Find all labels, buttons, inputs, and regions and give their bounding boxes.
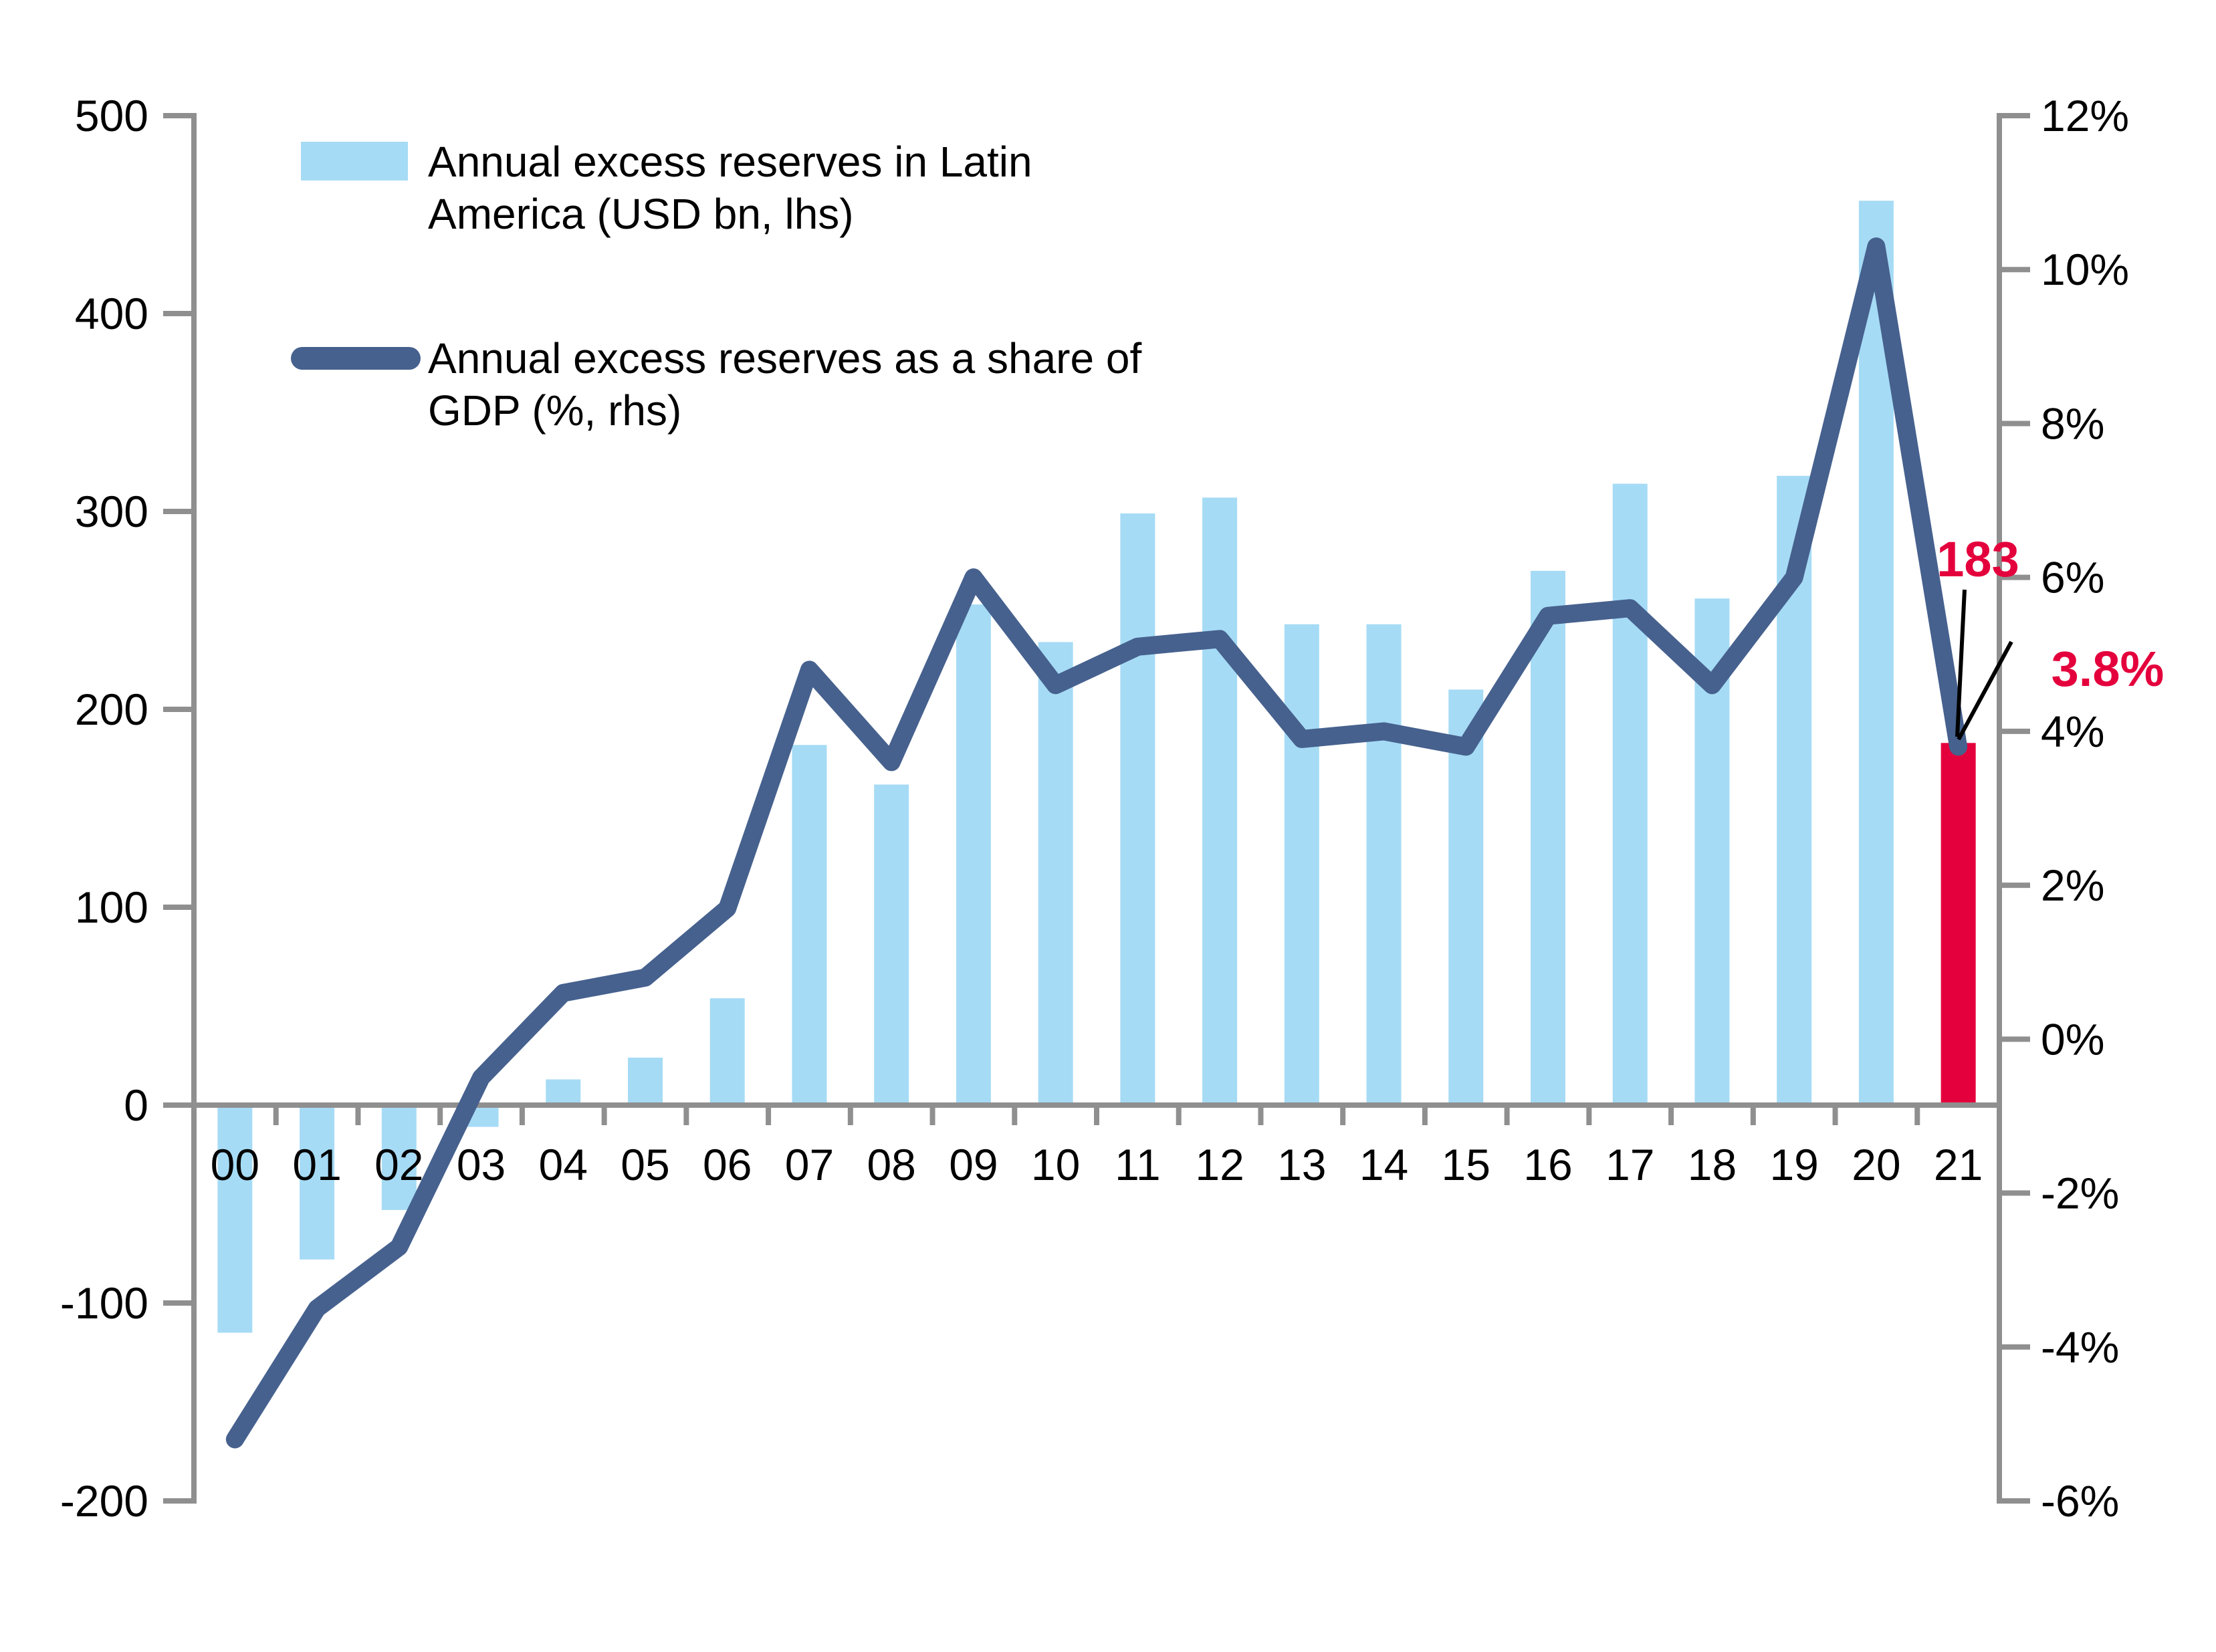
gdp-share-line-group <box>225 237 1968 1449</box>
callout-line <box>1957 640 2013 741</box>
right-axis-label: -2% <box>2041 1169 2119 1218</box>
legend-bar-label-line2: America (USD bn, lhs) <box>428 190 854 238</box>
bar-15 <box>1448 689 1484 1105</box>
legend-line-label-line1: Annual excess reserves as a share of <box>428 334 1141 382</box>
left-axis-label: 100 <box>75 882 148 932</box>
x-axis-label: 09 <box>949 1140 998 1189</box>
bar-00 <box>217 1105 253 1333</box>
bar-13 <box>1284 624 1319 1105</box>
x-axis-label: 06 <box>703 1140 752 1189</box>
left-axis-label: -100 <box>60 1278 148 1328</box>
x-axis-label: 20 <box>1852 1140 1900 1189</box>
left-axis-label: 500 <box>75 91 148 140</box>
right-axis-label: -6% <box>2041 1476 2119 1526</box>
bar-07 <box>792 745 827 1105</box>
left-axis-label: 0 <box>124 1080 148 1130</box>
right-axis-label: 2% <box>2041 860 2104 910</box>
x-axis-label: 04 <box>539 1140 588 1189</box>
x-axis-label: 18 <box>1688 1140 1737 1189</box>
right-axis-label: 10% <box>2041 245 2129 294</box>
legend-bar-label-line1: Annual excess reserves in Latin <box>428 138 1032 186</box>
bar-21 <box>1941 743 1976 1105</box>
bar-08 <box>874 784 909 1105</box>
x-axis-label: 21 <box>1934 1140 1983 1189</box>
bar-16 <box>1531 570 1565 1105</box>
legend-bar-swatch <box>301 142 408 181</box>
excess-reserves-bars <box>217 201 1976 1333</box>
x-axis-label: 05 <box>621 1140 669 1189</box>
axes: 5004003002001000-100-20012%10%8%6%4%2%0%… <box>60 91 2129 1526</box>
bar-17 <box>1612 483 1648 1105</box>
bar-10 <box>1038 642 1073 1105</box>
right-axis-label: 4% <box>2041 707 2104 756</box>
annotations: 183 3.8% <box>1936 532 2165 741</box>
left-axis-label: -200 <box>60 1476 148 1526</box>
legend-line-label-line2: GDP (%, rhs) <box>428 386 681 435</box>
bar-06 <box>709 998 745 1105</box>
x-axis-label: 12 <box>1195 1140 1244 1189</box>
x-axis-label: 16 <box>1523 1140 1572 1189</box>
bar-04 <box>546 1079 581 1105</box>
x-axis-label: 10 <box>1031 1140 1080 1189</box>
right-axis-label: 12% <box>2041 91 2129 140</box>
left-axis-label: 300 <box>75 487 148 536</box>
x-axis-label: 19 <box>1769 1140 1818 1189</box>
x-axis-label: 03 <box>457 1140 506 1189</box>
x-axis-label: 02 <box>374 1140 423 1189</box>
callout-line <box>1955 589 1967 737</box>
bar-14 <box>1366 624 1402 1105</box>
x-axis-label: 14 <box>1359 1140 1408 1189</box>
bar-02 <box>381 1105 417 1210</box>
right-axis-label: 0% <box>2041 1014 2104 1064</box>
right-axis-label: 8% <box>2041 398 2104 448</box>
x-axis-label: 00 <box>211 1140 259 1189</box>
left-axis-label: 400 <box>75 289 148 338</box>
x-axis-label: 01 <box>292 1140 341 1189</box>
right-axis-label: -4% <box>2041 1322 2119 1372</box>
bar-09 <box>956 604 991 1105</box>
gdp-share-line <box>225 237 1968 1449</box>
bar-11 <box>1120 513 1155 1105</box>
x-axis-label: 11 <box>1115 1140 1161 1189</box>
bar-12 <box>1202 497 1238 1105</box>
annotation-183: 183 <box>1936 532 2019 587</box>
bar-01 <box>300 1105 335 1260</box>
bar-05 <box>628 1057 663 1105</box>
x-axis-label: 17 <box>1605 1140 1654 1189</box>
right-axis-label: 6% <box>2041 553 2104 602</box>
x-axis-label: 07 <box>785 1140 834 1189</box>
x-axis-label: 15 <box>1442 1140 1490 1189</box>
x-axis-label: 13 <box>1277 1140 1326 1189</box>
annotation-3-8pct: 3.8% <box>2052 641 2165 697</box>
x-axis-label: 08 <box>867 1140 915 1189</box>
left-axis-label: 200 <box>75 685 148 734</box>
